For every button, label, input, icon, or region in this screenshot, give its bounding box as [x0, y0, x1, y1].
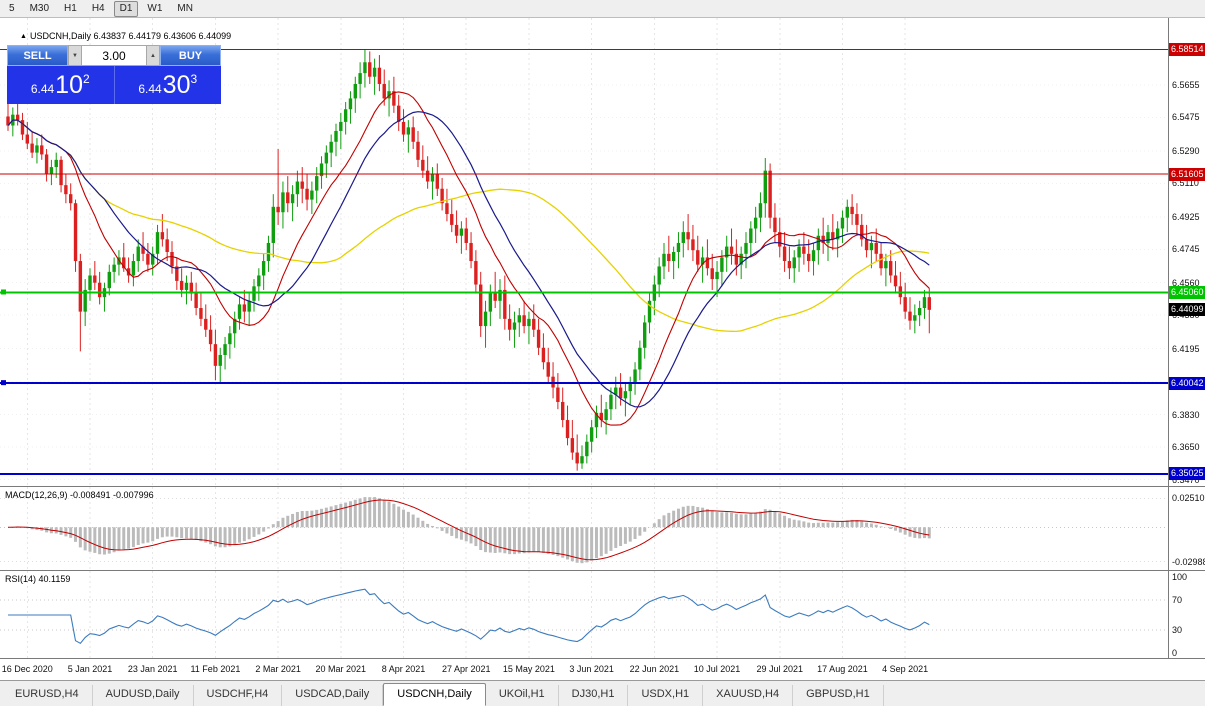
price-tick: 6.4195: [1172, 343, 1200, 354]
buy-price-pipette: 3: [190, 71, 198, 86]
tab-xauusd-h4[interactable]: XAUUSD,H4: [703, 685, 794, 706]
level-price-label: 6.45060: [1169, 285, 1205, 299]
sell-price-pipette: 2: [82, 71, 90, 86]
timeframe-button-h4[interactable]: H4: [91, 2, 105, 14]
rsi-header: RSI(14) 40.1159: [5, 574, 71, 584]
date-label: 11 Feb 2021: [190, 664, 241, 674]
trade-prices-row: 6.44 10 2 6.44 30 3: [7, 66, 221, 104]
level-price-label: 6.40042: [1169, 376, 1205, 390]
date-label: 15 May 2021: [502, 664, 555, 674]
date-label: 29 Jul 2021: [756, 664, 804, 674]
macd-tick: 0.02510: [1172, 493, 1205, 504]
rsi-plot[interactable]: [0, 571, 1168, 658]
date-label: 16 Dec 2020: [1, 664, 53, 674]
date-label: 2 Mar 2021: [255, 664, 301, 674]
rsi-tick: 30: [1172, 625, 1183, 636]
date-label: 5 Jan 2021: [67, 664, 113, 674]
tab-audusd-daily[interactable]: AUDUSD,Daily: [93, 685, 194, 706]
rsi-axis: 100 70 30 0: [1168, 571, 1205, 658]
price-tick: 6.5110: [1172, 178, 1199, 189]
level-price-label: 6.58514: [1169, 42, 1205, 56]
volume-input[interactable]: 3.00: [82, 45, 146, 66]
trade-controls-row: SELL ▼ 3.00 ▲ BUY: [7, 45, 221, 66]
buy-button[interactable]: BUY: [160, 45, 221, 66]
date-label: 3 Jun 2021: [569, 664, 614, 674]
volume-decrease-button[interactable]: ▼: [68, 45, 82, 66]
price-tick: 6.5655: [1172, 79, 1200, 90]
date-axis[interactable]: 16 Dec 2020 5 Jan 2021 23 Jan 2021 11 Feb 2…: [0, 658, 1205, 680]
macd-plot[interactable]: [0, 487, 1168, 570]
timeframe-button-mn[interactable]: MN: [177, 2, 193, 14]
tab-usdcad-daily[interactable]: USDCAD,Daily: [282, 685, 384, 706]
date-label: 23 Jan 2021: [127, 664, 178, 674]
tab-usdcnh-daily[interactable]: USDCNH,Daily: [383, 683, 486, 706]
sell-price-big-digits: 10: [55, 70, 83, 99]
one-click-trading-widget: SELL ▼ 3.00 ▲ BUY 6.44 10 2 6.44 30 3: [7, 45, 221, 104]
tab-usdchf-h4[interactable]: USDCHF,H4: [194, 685, 283, 706]
timeframe-toolbar: 5 M30 H1 H4 D1 W1 MN: [0, 0, 1205, 18]
price-tick: 6.4560: [1172, 277, 1200, 288]
tab-usdx-h1[interactable]: USDX,H1: [628, 685, 704, 706]
chart-tab-bar: EURUSD,H4 AUDUSD,Daily USDCHF,H4 USDCAD,Dai…: [0, 680, 1205, 706]
price-chart-panel: ▲ USDCNH,Daily 6.43837 6.44179 6.43606 6.…: [0, 18, 1205, 486]
date-label: 17 Aug 2021: [817, 664, 868, 674]
macd-header: MACD(12,26,9) -0.008491 -0.007996: [5, 490, 154, 500]
macd-tick: -0.02988: [1172, 556, 1205, 567]
symbol-ohlc-info: USDCNH,Daily 6.43837 6.44179 6.43606 6.4…: [29, 31, 232, 41]
macd-indicator-panel: MACD(12,26,9) -0.008491 -0.007996 0.0251…: [0, 486, 1205, 570]
sell-price-prefix: 6.44: [30, 81, 55, 96]
date-label: 22 Jun 2021: [629, 664, 680, 674]
timeframe-button-d1[interactable]: D1: [113, 0, 139, 17]
date-label: 8 Apr 2021: [381, 664, 426, 674]
date-label: 4 Sep 2021: [882, 664, 929, 674]
level-price-label: 6.51605: [1169, 167, 1205, 181]
sell-button[interactable]: SELL: [7, 45, 68, 66]
collapse-icon[interactable]: ▲: [20, 33, 27, 40]
price-tick: 6.4745: [1172, 244, 1200, 255]
price-axis[interactable]: 6.5655 6.5475 6.5290 6.5110 6.4925 6.4745 6.45…: [1168, 18, 1205, 486]
buy-price-big-digits: 30: [162, 70, 191, 99]
date-label: 10 Jul 2021: [693, 664, 741, 674]
rsi-tick: 70: [1172, 594, 1183, 605]
rsi-tick: 0: [1172, 648, 1178, 658]
timeframe-button-m30[interactable]: M30: [29, 2, 50, 14]
buy-price-display[interactable]: 6.44 30 3: [115, 66, 222, 104]
tab-ukoil-h1[interactable]: UKOil,H1: [486, 685, 559, 706]
tab-eurusd-h4[interactable]: EURUSD,H4: [2, 685, 93, 706]
level-price-label: 6.35025: [1169, 467, 1205, 481]
date-label: 20 Mar 2021: [315, 664, 367, 674]
volume-increase-button[interactable]: ▲: [146, 45, 160, 66]
price-tick: 6.5290: [1172, 145, 1200, 156]
timeframe-button-w1[interactable]: W1: [147, 2, 163, 14]
current-price-label: 6.44099: [1169, 303, 1205, 317]
tab-dj30-h1[interactable]: DJ30,H1: [559, 685, 629, 706]
tab-gbpusd-h1[interactable]: GBPUSD,H1: [793, 685, 884, 706]
price-tick: 6.3650: [1172, 442, 1200, 453]
timeframe-button-h1[interactable]: H1: [64, 2, 77, 14]
timeframe-button-5[interactable]: 5: [9, 2, 15, 14]
price-tick: 6.3830: [1172, 409, 1200, 420]
sell-price-display[interactable]: 6.44 10 2: [7, 66, 115, 104]
chart-header: ▲ USDCNH,Daily 6.43837 6.44179 6.43606 6.…: [5, 21, 231, 51]
buy-price-prefix: 6.44: [138, 81, 162, 96]
rsi-tick: 100: [1172, 572, 1188, 582]
price-tick: 6.5475: [1172, 112, 1200, 123]
price-tick: 6.4925: [1172, 211, 1200, 222]
macd-axis: 0.02510 -0.02988: [1168, 487, 1205, 570]
rsi-indicator-panel: RSI(14) 40.1159 100 70 30 0: [0, 570, 1205, 658]
date-label: 27 Apr 2021: [441, 664, 491, 674]
